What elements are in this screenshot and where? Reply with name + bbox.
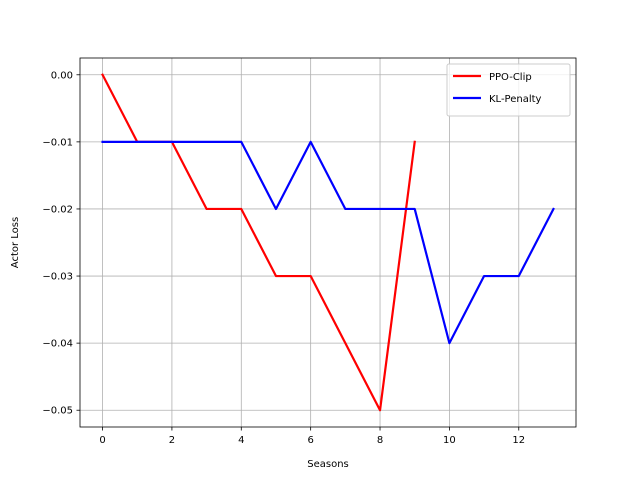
- y-tick-label: −0.04: [42, 339, 73, 350]
- series-lines: [101, 73, 555, 412]
- plot-frame: [79, 57, 577, 428]
- y-tick-label: −0.01: [42, 137, 73, 148]
- y-tick-label: −0.02: [42, 204, 73, 215]
- legend-label: PPO-Clip: [489, 72, 532, 83]
- x-tick-label: 4: [238, 435, 244, 446]
- y-tick-label: 0.00: [51, 70, 73, 81]
- axis-ticks: 0 2 4 6 8 10 12 0.00 −0.01 −0.02 −0.03 −0.04 −0.05: [42, 70, 525, 446]
- legend: PPO-Clip KL-Penalty: [446, 63, 571, 117]
- x-tick-label: 2: [169, 435, 175, 446]
- x-tick-label: 6: [307, 435, 313, 446]
- y-tick-label: −0.05: [42, 406, 73, 417]
- x-tick-label: 8: [377, 435, 383, 446]
- x-tick-label: 12: [512, 435, 525, 446]
- y-tick-label: −0.03: [42, 272, 73, 283]
- x-tick-label: 10: [443, 435, 456, 446]
- y-axis-label: Actor Loss: [10, 217, 21, 268]
- x-tick-label: 0: [99, 435, 105, 446]
- legend-label: KL-Penalty: [489, 94, 542, 105]
- x-axis-label: Seasons: [307, 459, 349, 470]
- series-line-kl-penalty: [101, 140, 555, 345]
